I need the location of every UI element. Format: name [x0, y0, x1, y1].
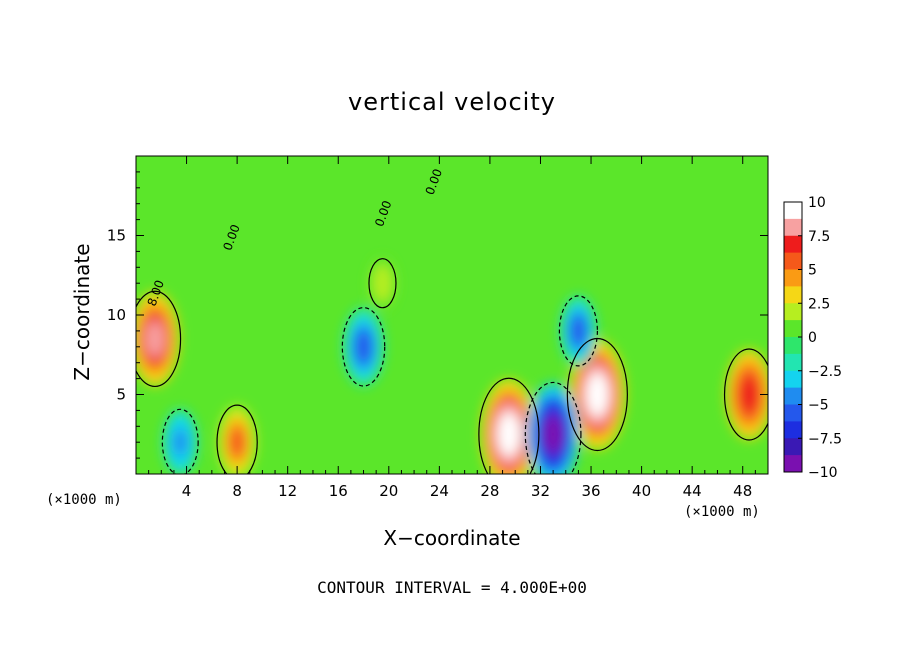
heatmap-field — [136, 156, 768, 474]
field-feature-2-level-3 — [497, 412, 521, 457]
x-unit-label-right: (×1000 m) — [684, 504, 760, 520]
colorbar-swatch-2 — [784, 235, 802, 254]
colorbar-swatch-7 — [784, 320, 802, 338]
colorbar-swatch-6 — [784, 303, 802, 321]
field-feature-9-level-3 — [377, 272, 388, 294]
colorbar-swatch-12 — [784, 404, 802, 422]
colorbar-swatch-1 — [784, 218, 802, 237]
colorbar-swatch-4 — [784, 269, 802, 287]
contour-interval-note: CONTOUR INTERVAL = 4.000E+00 — [317, 578, 587, 597]
x-tick-label-16: 16 — [329, 482, 348, 500]
x-tick-label-4: 4 — [182, 482, 192, 500]
contour-6 — [341, 306, 386, 387]
colorbar: 10 7.5 5 2.5 0 −2.5 −5 −7.5 −10 — [783, 195, 842, 481]
contour-1 — [723, 348, 768, 441]
colorbar-tick-label-1: 7.5 — [808, 229, 830, 245]
colorbar-swatch-0 — [784, 202, 802, 220]
contour-2 — [478, 377, 540, 474]
colorbar-tick-label-4: 0 — [808, 330, 817, 346]
colorbar-tick-label-5: −2.5 — [808, 364, 842, 380]
colorbar-swatch-10 — [784, 370, 802, 389]
colorbar-swatch-15 — [784, 455, 802, 473]
x-tick-label-40: 40 — [632, 482, 651, 500]
field-feature-8-level-3 — [229, 427, 245, 458]
x-tick-label-12: 12 — [278, 482, 297, 500]
contour-4 — [524, 381, 582, 474]
field-features — [136, 257, 768, 474]
x-tick-label-8: 8 — [232, 482, 242, 500]
y-tick-label-5: 5 — [116, 386, 126, 404]
y-axis-label: Z−coordinate — [70, 243, 94, 381]
x-tick-label-32: 32 — [531, 482, 550, 500]
colorbar-tick-label-0: 10 — [808, 195, 826, 211]
y-tick-label-15: 15 — [107, 227, 126, 245]
colorbar-swatch-5 — [784, 286, 802, 304]
field-feature-0-level-3 — [145, 319, 165, 358]
colorbar-swatch-13 — [784, 421, 802, 439]
x-tick-label-28: 28 — [480, 482, 499, 500]
contour-9 — [368, 258, 397, 309]
contour-5 — [558, 295, 599, 367]
colorbar-tick-label-2: 5 — [808, 263, 817, 279]
x-tick-label-48: 48 — [733, 482, 752, 500]
x-unit-label-left: (×1000 m) — [46, 492, 122, 508]
x-tick-label-24: 24 — [430, 482, 449, 500]
colorbar-swatch-9 — [784, 353, 802, 372]
colorbar-swatch-8 — [784, 337, 802, 355]
y-tick-label-10: 10 — [107, 306, 126, 324]
contour-8 — [216, 404, 258, 474]
contour-7 — [161, 408, 199, 474]
colorbar-swatch-3 — [784, 252, 802, 270]
colorbar-swatch-11 — [784, 387, 802, 405]
chart-title: vertical velocity — [348, 88, 556, 116]
field-feature-5-level-3 — [571, 316, 586, 346]
x-tick-label-44: 44 — [683, 482, 702, 500]
x-tick-label-36: 36 — [581, 482, 600, 500]
field-feature-4-level-3 — [542, 413, 564, 455]
x-axis-label: X−coordinate — [383, 526, 521, 550]
field-feature-6-level-3 — [355, 331, 372, 363]
colorbar-tick-label-3: 2.5 — [808, 296, 830, 312]
field-feature-7-level-3 — [173, 428, 188, 456]
field-feature-1-level-3 — [739, 376, 759, 413]
colorbar-tick-label-6: −5 — [808, 398, 829, 414]
x-tick-label-20: 20 — [379, 482, 398, 500]
contour-0 — [136, 290, 182, 388]
colorbar-swatch-14 — [784, 438, 802, 456]
colorbar-tick-label-7: −7.5 — [808, 431, 842, 447]
field-feature-3-level-3 — [586, 372, 609, 417]
colorbar-tick-label-8: −10 — [808, 465, 838, 481]
